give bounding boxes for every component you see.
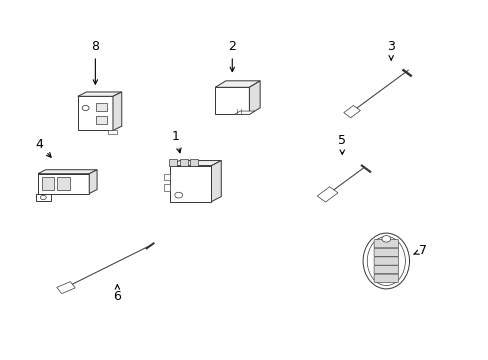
Bar (190, 159, 198, 166)
Bar (180, 159, 187, 166)
Text: 1: 1 (172, 130, 181, 153)
Polygon shape (113, 92, 122, 130)
Polygon shape (215, 81, 260, 87)
Bar (96, 116, 107, 124)
Polygon shape (89, 170, 97, 194)
Text: 4: 4 (35, 138, 51, 157)
Polygon shape (343, 105, 360, 118)
Circle shape (381, 235, 390, 242)
Bar (164, 184, 170, 191)
Polygon shape (57, 282, 75, 294)
Polygon shape (38, 174, 89, 194)
Circle shape (40, 195, 46, 199)
Polygon shape (170, 161, 221, 166)
Text: 3: 3 (386, 40, 394, 60)
Bar (36, 194, 51, 202)
Polygon shape (38, 170, 97, 174)
Polygon shape (78, 96, 113, 130)
Bar (108, 130, 117, 134)
Text: 8: 8 (91, 40, 99, 84)
FancyBboxPatch shape (373, 274, 398, 282)
Polygon shape (211, 161, 221, 202)
Polygon shape (170, 166, 211, 202)
Polygon shape (234, 111, 254, 114)
Text: 2: 2 (228, 40, 236, 72)
Bar (169, 159, 177, 166)
Polygon shape (317, 187, 337, 202)
FancyBboxPatch shape (373, 266, 398, 274)
Bar (58, 177, 70, 190)
Bar (164, 174, 170, 180)
Text: 5: 5 (338, 134, 346, 154)
Bar (96, 103, 107, 111)
Circle shape (82, 105, 89, 111)
Polygon shape (249, 81, 260, 114)
Polygon shape (215, 87, 249, 114)
Bar (42, 177, 54, 190)
Polygon shape (78, 92, 122, 96)
Ellipse shape (366, 237, 405, 285)
Ellipse shape (362, 233, 409, 289)
FancyBboxPatch shape (373, 240, 398, 248)
Text: 6: 6 (113, 284, 121, 303)
FancyBboxPatch shape (373, 257, 398, 265)
FancyBboxPatch shape (373, 248, 398, 256)
Text: 7: 7 (413, 244, 426, 257)
Circle shape (175, 192, 183, 198)
